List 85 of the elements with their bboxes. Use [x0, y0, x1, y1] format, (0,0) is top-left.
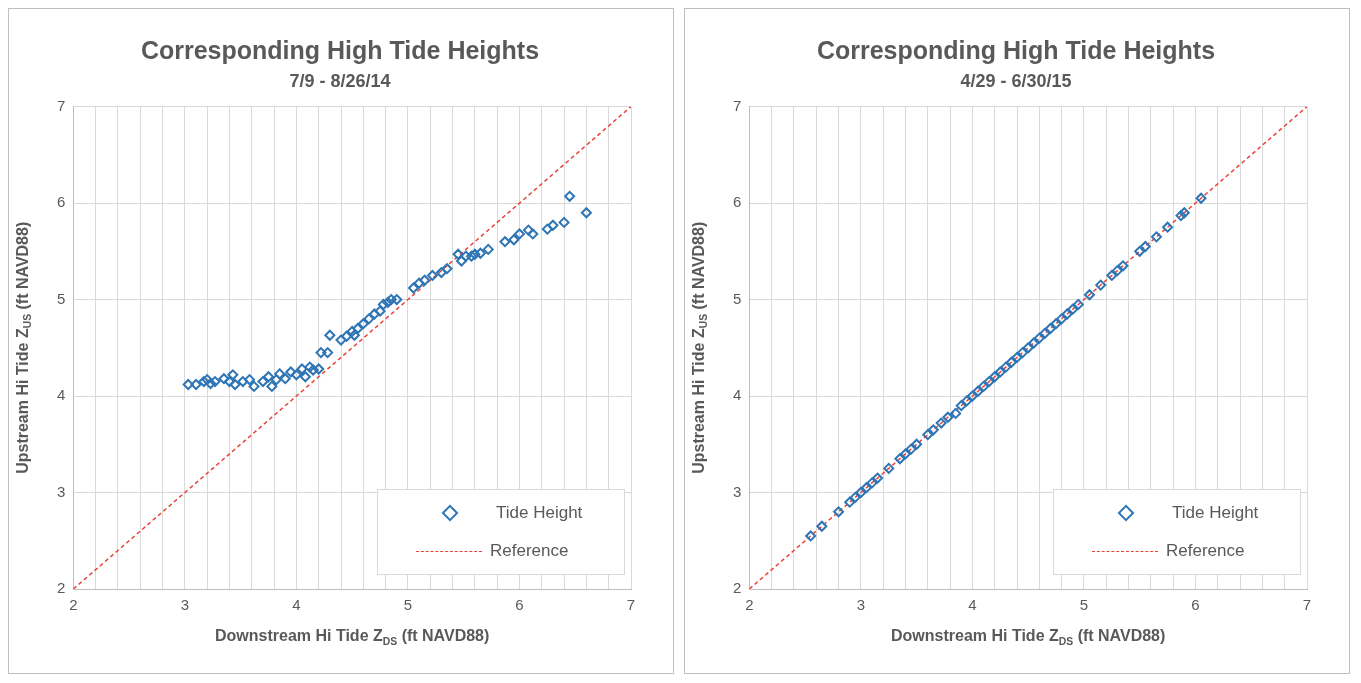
point	[816, 520, 828, 532]
y-tick-label: 4	[733, 386, 742, 404]
point	[1139, 241, 1151, 252]
chart-title: Corresponding High Tide Heights	[140, 35, 540, 64]
point	[972, 385, 984, 397]
x-tick-label: 4	[968, 596, 977, 614]
point	[911, 438, 923, 450]
point	[994, 366, 1006, 378]
legend-label: Tide Height	[496, 503, 583, 523]
x-tick-label: 7	[1302, 596, 1312, 614]
point	[905, 443, 917, 455]
point	[866, 477, 878, 489]
x-tick-label: 3	[856, 596, 866, 614]
point	[1000, 361, 1012, 373]
y-tick-label: 6	[733, 193, 742, 211]
point	[1044, 323, 1056, 334]
point	[1111, 265, 1123, 277]
point	[1150, 231, 1162, 243]
point	[860, 482, 872, 494]
legend-label: Reference	[490, 541, 569, 561]
point	[966, 390, 978, 402]
y-tick-label: 6	[57, 193, 66, 211]
point	[1017, 347, 1029, 359]
y-tick-label: 4	[57, 386, 66, 404]
point	[1039, 327, 1051, 339]
x-tick-label: 7	[626, 596, 636, 614]
y-tick-label: 3	[733, 482, 742, 500]
point	[1033, 332, 1045, 344]
point	[1195, 192, 1207, 204]
point	[978, 380, 990, 392]
point	[983, 376, 995, 388]
point	[883, 462, 895, 474]
y-tick-label: 5	[733, 289, 742, 307]
point	[1061, 308, 1073, 320]
point	[855, 487, 867, 499]
point	[1106, 269, 1118, 281]
point	[1011, 351, 1023, 363]
point	[1117, 260, 1129, 272]
point	[1050, 318, 1062, 330]
point	[961, 395, 973, 407]
x-tick-label: 6	[1191, 596, 1200, 614]
point	[1028, 337, 1040, 349]
point	[950, 407, 962, 419]
point	[1084, 289, 1096, 301]
point	[922, 429, 934, 441]
point	[989, 371, 1001, 383]
point	[1134, 245, 1146, 257]
point	[805, 530, 817, 542]
point	[1072, 298, 1084, 310]
point	[1022, 342, 1034, 354]
x-tick-label: 6	[515, 596, 524, 614]
point	[1056, 313, 1068, 325]
point	[955, 400, 967, 412]
chart-subtitle: 4/29 - 6/30/15	[960, 70, 1072, 91]
x-tick-label: 5	[403, 596, 413, 614]
chart-title: Corresponding High Tide Heights	[816, 35, 1216, 64]
point	[1067, 303, 1079, 315]
chart-subtitle: 7/9 - 8/26/14	[289, 70, 391, 91]
point	[849, 491, 861, 503]
point	[872, 472, 884, 484]
legend-label: Reference	[1166, 541, 1245, 561]
x-tick-label: 5	[1079, 596, 1089, 614]
point	[935, 417, 947, 429]
point	[1095, 279, 1107, 291]
y-tick-label: 5	[57, 289, 66, 307]
point	[833, 506, 845, 518]
y-tick-label: 2	[57, 579, 66, 597]
y-axis-title: Upstream Hi Tide ZUS (ft NAVD88)	[13, 221, 33, 474]
y-axis-title: Upstream Hi Tide ZUS (ft NAVD88)	[689, 221, 709, 474]
y-tick-label: 3	[57, 482, 66, 500]
y-tick-label: 7	[57, 96, 66, 114]
y-tick-label: 2	[733, 579, 742, 597]
x-tick-label: 4	[292, 596, 301, 614]
y-tick-label: 7	[733, 96, 742, 114]
point	[1162, 221, 1174, 233]
x-tick-label: 2	[69, 596, 78, 614]
x-tick-label: 3	[180, 596, 190, 614]
point	[844, 496, 856, 508]
point	[899, 448, 911, 460]
x-tick-label: 2	[745, 596, 754, 614]
point	[894, 453, 906, 465]
point	[927, 424, 939, 436]
point	[1005, 356, 1017, 368]
legend-label: Tide Height	[1172, 503, 1259, 523]
point	[942, 411, 954, 423]
